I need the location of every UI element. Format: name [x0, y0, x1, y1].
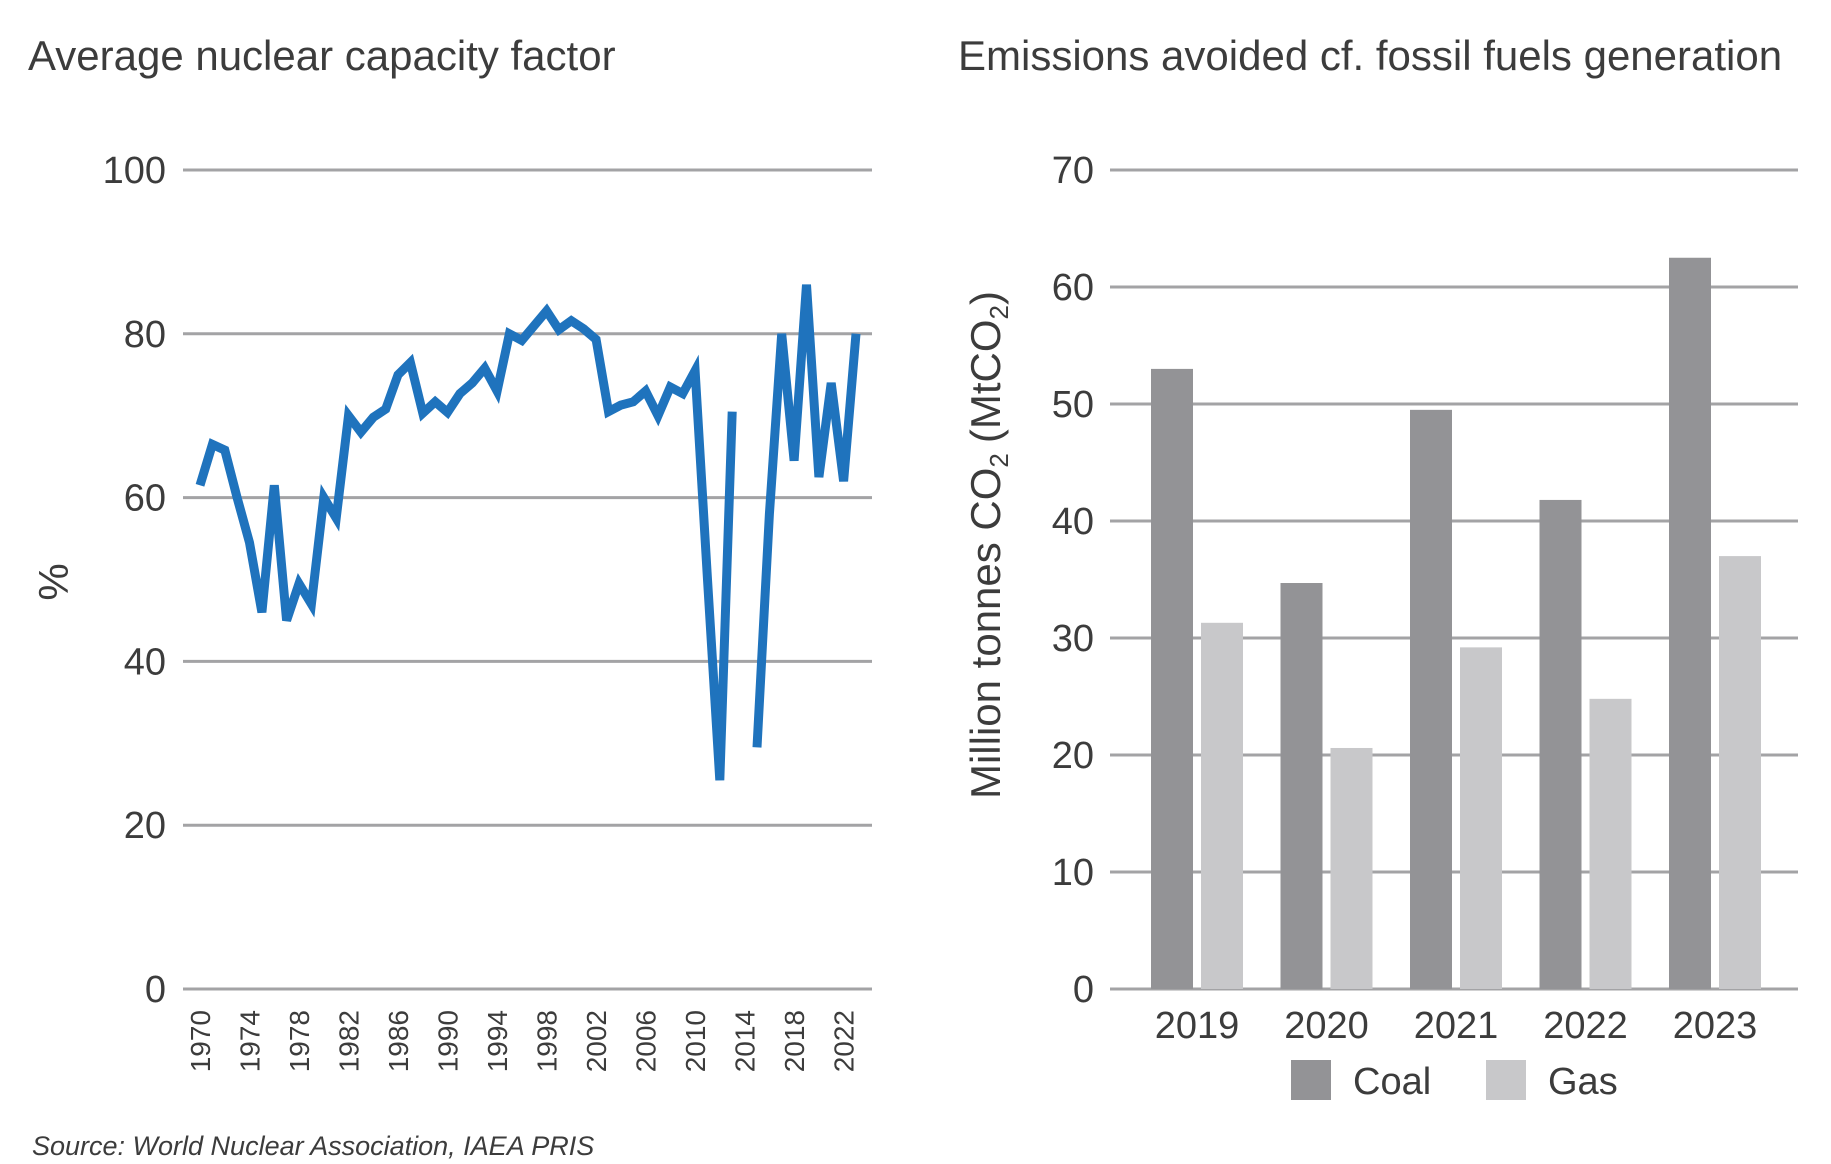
left-y-tick: 80	[124, 314, 166, 356]
bar-gas-2019	[1201, 622, 1243, 989]
bar-coal-2021	[1410, 409, 1452, 990]
emissions-bars	[1151, 257, 1761, 990]
right-y-tick: 60	[1052, 267, 1094, 309]
left-x-tick: 2018	[779, 1010, 810, 1072]
left-x-tick: 1998	[532, 1010, 563, 1072]
right-x-tick: 2020	[1284, 1005, 1369, 1047]
legend-label-coal: Coal	[1353, 1061, 1431, 1103]
legend: Coal Gas	[1291, 1060, 1618, 1103]
capacity-factor-chart: Average nuclear capacity factor 0 20 40 60 8…	[28, 32, 872, 1072]
legend-label-gas: Gas	[1548, 1061, 1618, 1103]
left-x-tick: 1994	[482, 1010, 513, 1072]
bar-gas-2020	[1330, 747, 1373, 989]
legend-swatch-coal	[1291, 1060, 1331, 1100]
left-y-tick: 60	[124, 478, 166, 520]
bar-coal-2023	[1669, 257, 1711, 989]
right-x-tick-labels: 2019 2020 2021 2022 2023	[1155, 1005, 1758, 1047]
right-x-tick: 2022	[1543, 1005, 1628, 1047]
right-x-tick: 2023	[1673, 1005, 1758, 1047]
bar-coal-2022	[1539, 499, 1582, 989]
right-y-tick-labels: 0 10 20 30 40 50 60 70	[1052, 150, 1094, 1011]
right-chart-title: Emissions avoided cf. fossil fuels gener…	[958, 32, 1782, 79]
left-x-tick: 2022	[829, 1010, 860, 1072]
legend-swatch-gas	[1486, 1060, 1526, 1100]
left-x-tick: 1978	[284, 1010, 315, 1072]
right-y-tick: 40	[1052, 501, 1094, 543]
left-y-tick: 0	[145, 969, 166, 1011]
left-x-tick: 1970	[185, 1010, 216, 1072]
bar-gas-2021	[1460, 647, 1502, 989]
capacity-factor-line	[195, 303, 737, 781]
left-x-tick: 2002	[581, 1010, 612, 1072]
capacity-factor-series	[195, 284, 861, 781]
bar-coal-2020	[1280, 583, 1323, 989]
right-y-tick: 20	[1052, 735, 1094, 777]
left-x-tick: 1990	[433, 1010, 464, 1072]
right-y-tick: 0	[1073, 969, 1094, 1011]
emissions-avoided-chart: Emissions avoided cf. fossil fuels gener…	[958, 32, 1798, 1103]
right-y-tick: 50	[1052, 384, 1094, 426]
bar-gas-2022	[1589, 698, 1632, 989]
left-x-tick: 1974	[235, 1010, 266, 1072]
right-y-tick: 70	[1052, 150, 1094, 192]
left-y-axis-label: %	[30, 563, 77, 600]
left-x-tick: 1982	[334, 1010, 365, 1072]
left-chart-title: Average nuclear capacity factor	[28, 32, 616, 79]
bar-coal-2019	[1151, 368, 1193, 989]
left-x-tick-labels: 1970 1974 1978 1982 1986 1990 1994 1998 2002 2006…	[185, 1010, 860, 1072]
left-y-tick: 40	[124, 641, 166, 683]
left-x-tick: 1986	[383, 1010, 414, 1072]
left-y-tick-labels: 0 20 40 60 80 100	[103, 150, 166, 1011]
right-y-tick: 10	[1052, 852, 1094, 894]
left-x-tick: 2010	[680, 1010, 711, 1072]
right-y-tick: 30	[1052, 618, 1094, 660]
capacity-factor-line	[752, 284, 861, 748]
right-x-tick: 2021	[1414, 1005, 1499, 1047]
right-y-axis-label: Million tonnes CO2(MtCO2)	[962, 291, 1014, 799]
right-x-tick: 2019	[1155, 1005, 1240, 1047]
bar-gas-2023	[1719, 556, 1761, 989]
left-x-tick: 2006	[631, 1010, 662, 1072]
left-x-tick: 2014	[730, 1010, 761, 1072]
left-y-tick: 100	[103, 150, 166, 192]
left-y-tick: 20	[124, 805, 166, 847]
source-note: Source: World Nuclear Association, IAEA …	[32, 1131, 594, 1161]
